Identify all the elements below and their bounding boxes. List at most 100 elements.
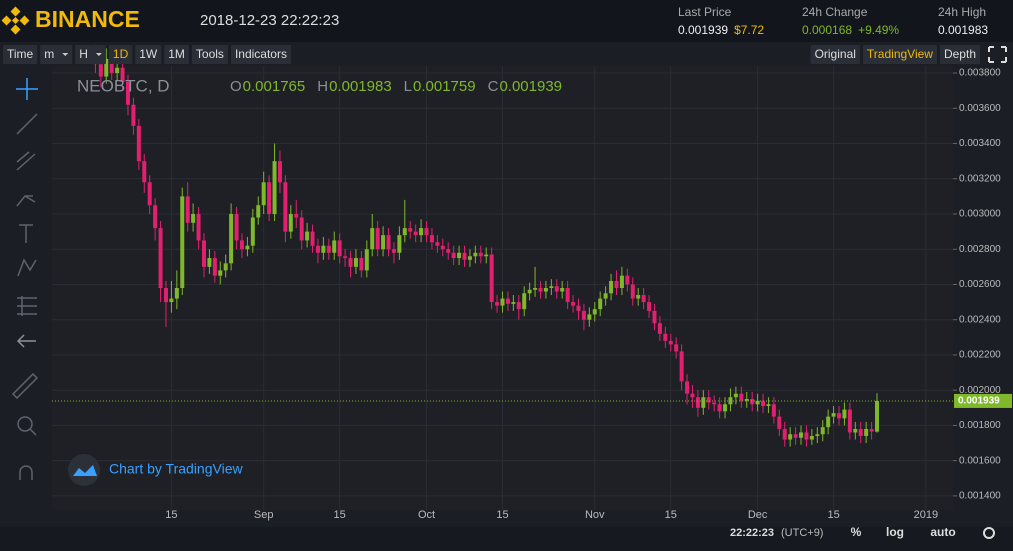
ohlc-label: C (488, 78, 499, 95)
footer-zone: (UTC+9) (781, 527, 823, 539)
time-axis (52, 510, 1013, 527)
candle-body (869, 428, 874, 432)
candle-body (435, 242, 440, 246)
ohlc-value: 0.001983 (329, 78, 392, 95)
toolbar-button[interactable]: 1D (108, 45, 133, 64)
candle-body (603, 293, 608, 299)
toolbar-label[interactable]: TradingView (867, 47, 933, 61)
candle-body (98, 64, 103, 77)
price-axis (953, 66, 1013, 510)
toolbar-button[interactable]: Tools (191, 45, 228, 64)
stat-value: 0.001983 (938, 23, 988, 37)
candle-body (326, 245, 331, 253)
toolbar-button-bg[interactable] (191, 45, 228, 64)
candle-body (196, 214, 201, 241)
y-tick-label: 0.002800 (959, 244, 1001, 255)
toolbar-button[interactable]: 1M (164, 45, 189, 64)
last-price-label: 0.001939 (958, 396, 1000, 407)
toolbar-button[interactable]: Time (3, 45, 38, 64)
ohlc-label: H (317, 78, 328, 95)
symbol: NEOBTC, D (77, 76, 170, 95)
toolbar-button-bg[interactable] (230, 45, 291, 64)
candle-body (554, 286, 559, 292)
candle-body (457, 252, 462, 259)
candle-body (614, 280, 619, 288)
toolbar-button-bg[interactable] (810, 45, 860, 64)
candle-body (402, 228, 407, 236)
toolbar-label[interactable]: 1M (168, 47, 185, 61)
tv-logo-mark (73, 465, 97, 476)
candle-body (723, 404, 728, 412)
candle-body (223, 263, 228, 271)
fullscreen-icon[interactable] (988, 46, 1007, 63)
toolbar-button[interactable]: 1W (135, 45, 162, 64)
candle-body (771, 404, 776, 417)
toolbar-label[interactable]: 1D (113, 47, 129, 61)
toolbar-button[interactable]: Depth (939, 45, 980, 64)
candle-body (386, 235, 391, 250)
status-bar (0, 527, 1013, 551)
candle-body (853, 428, 858, 433)
candle-body (321, 245, 326, 253)
candle-body (125, 81, 130, 105)
candle-body (299, 217, 304, 241)
toolbar-label[interactable]: m (44, 47, 54, 61)
stat-value: 0.000168 (802, 23, 852, 37)
candle-body (565, 288, 570, 303)
toolbar-button[interactable]: H (75, 45, 106, 64)
toolbar-button-bg[interactable] (108, 45, 133, 64)
toolbar-button[interactable]: m (40, 45, 73, 64)
x-tick-label: Sep (254, 509, 274, 521)
candle-body (364, 249, 369, 271)
candle-body (174, 288, 179, 299)
candle-body (104, 58, 109, 77)
candle-body (391, 249, 396, 253)
toolbar-label[interactable]: Indicators (235, 47, 287, 61)
toolbar-label[interactable]: Depth (944, 47, 976, 61)
footer-button[interactable]: log (886, 525, 904, 539)
toolbar-button-bg[interactable] (3, 45, 38, 64)
candle-body (717, 404, 722, 412)
toolbar-button-bg[interactable] (862, 45, 937, 64)
x-tick-label: 15 (334, 509, 346, 521)
stat-label: Last Price (678, 5, 732, 19)
candle-body (229, 214, 234, 264)
candle-body (875, 400, 880, 432)
candle-body (337, 240, 342, 257)
candle-body (571, 302, 576, 306)
candle-body (473, 252, 478, 257)
toolbar-button-bg[interactable] (40, 45, 73, 64)
ohlc-value: 0.001759 (413, 78, 476, 95)
toolbar-label[interactable]: Tools (196, 47, 224, 61)
candle-body (467, 256, 472, 260)
candle-body (755, 400, 760, 405)
toolbar-button[interactable]: Indicators (230, 45, 291, 64)
candle-body (147, 182, 152, 206)
x-tick-label: 15 (496, 509, 508, 521)
footer-button[interactable]: auto (930, 525, 955, 539)
toolbar-button[interactable]: Original (810, 45, 860, 64)
candle-body (636, 295, 641, 299)
toolbar-label[interactable]: H (79, 47, 88, 61)
toolbar-label[interactable]: Original (815, 47, 856, 61)
toolbar-button-bg[interactable] (135, 45, 162, 64)
candle-body (353, 258, 358, 267)
toolbar-button[interactable]: TradingView (862, 45, 937, 64)
candle-body (212, 258, 217, 276)
toolbar-button-bg[interactable] (164, 45, 189, 64)
toolbar-label[interactable]: 1W (139, 47, 158, 61)
y-tick-label: 0.002400 (959, 314, 1001, 325)
footer-button[interactable]: % (851, 525, 862, 539)
toolbar-button-bg[interactable] (939, 45, 980, 64)
candle-body (533, 288, 538, 290)
toolbar-label[interactable]: Time (7, 47, 34, 61)
candle-body (234, 214, 239, 241)
drawing-tools (11, 78, 39, 480)
x-tick-label: 15 (665, 509, 677, 521)
candle-body (777, 416, 782, 429)
candle-body (847, 409, 852, 433)
dropdown-arrow (62, 53, 69, 56)
candle-body (543, 288, 548, 292)
settings-icon[interactable] (983, 527, 995, 539)
toolbar-button-bg[interactable] (75, 45, 106, 64)
